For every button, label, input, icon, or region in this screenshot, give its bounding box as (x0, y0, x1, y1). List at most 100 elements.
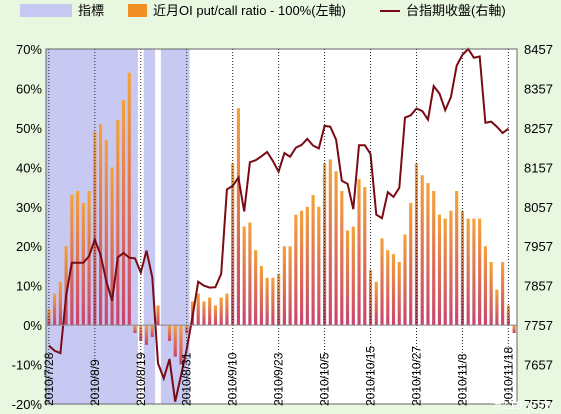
right-tick-label: 8457 (524, 42, 553, 57)
left-tick-label: 60% (16, 81, 42, 96)
oi-bar (81, 202, 85, 326)
oi-bar (294, 214, 298, 326)
oi-bar (87, 191, 91, 326)
oi-bar (455, 191, 459, 326)
oi-bar (156, 305, 160, 326)
legend-swatch-oi (128, 4, 147, 17)
oi-bar (489, 262, 493, 326)
x-tick-label: 2010/10/15 (364, 346, 378, 406)
oi-bar (70, 194, 74, 326)
oi-bar (213, 305, 218, 326)
oi-bar (311, 194, 315, 326)
oi-bar (288, 246, 292, 326)
right-tick-label: 8357 (524, 81, 553, 96)
x-tick-label: 2010/10/27 (409, 346, 423, 406)
oi-bar (351, 226, 355, 326)
oi-bar (185, 325, 189, 333)
right-tick-label: 8157 (524, 160, 553, 175)
x-tick-label: 2010/9/23 (272, 352, 286, 406)
left-tick-label: 50% (16, 121, 42, 136)
oi-bar (196, 293, 200, 326)
right-tick-label: 8257 (524, 121, 553, 136)
oi-bar (380, 238, 384, 326)
right-tick-label: 7957 (524, 239, 553, 254)
x-tick-label: 2010/8/31 (180, 352, 194, 406)
left-tick-label: 70% (16, 42, 42, 57)
left-tick-label: 40% (16, 160, 42, 175)
oi-bar (391, 254, 396, 326)
oi-bar (53, 293, 57, 326)
oi-bar (449, 210, 453, 326)
x-tick-label: 2010/11/18 (501, 347, 515, 406)
legend-swatch-indicator (20, 4, 72, 17)
oi-bars (47, 72, 516, 365)
oi-bar (121, 100, 126, 326)
oi-bar (208, 297, 212, 326)
oi-bar (179, 325, 183, 365)
left-tick-label: 20% (16, 239, 42, 254)
legend-label: 近月OI put/call ratio - 100%(左軸) (153, 3, 346, 18)
left-axis-labels: 70% 60% 50% 40% 30% 20% 10% 0% -10% -20% (12, 42, 43, 412)
x-tick-label: 2010/10/5 (318, 352, 332, 406)
right-tick-label: 7557 (524, 397, 553, 412)
legend: 指標 近月OI put/call ratio - 100%(左軸) 台指期收盤(右軸… (20, 3, 506, 18)
legend-label: 台指期收盤(右軸) (406, 3, 506, 18)
oi-bar (409, 202, 413, 326)
oi-bar (173, 325, 177, 357)
oi-bar (104, 139, 108, 326)
x-tick-label: 2010/8/19 (134, 352, 148, 406)
oi-bar (167, 325, 172, 341)
oi-bar (403, 234, 407, 326)
oi-bar (248, 222, 252, 326)
oi-bar (259, 265, 263, 326)
oi-bar (397, 262, 401, 326)
oi-bar (432, 191, 436, 326)
oi-bar (334, 171, 338, 326)
oi-bar (110, 167, 114, 326)
oi-bar (150, 325, 154, 337)
oi-bar (328, 159, 332, 326)
right-tick-label: 8057 (524, 200, 553, 215)
right-axis-labels: 8457 8357 8257 8157 8057 7957 7857 7757 7657 7557 (524, 42, 553, 412)
oi-bar (317, 206, 321, 326)
oi-bar (495, 289, 499, 326)
oi-bar (219, 297, 223, 326)
x-axis-labels: 2010/7/28 2010/8/9 2010/8/19 2010/8/31 2010/… (42, 346, 516, 406)
oi-bar (139, 325, 143, 341)
oi-bar (472, 218, 476, 326)
watermark-id: #1183798 (494, 399, 552, 413)
oi-bar (460, 210, 465, 326)
oi-bar (345, 230, 350, 326)
oi-bar (478, 218, 482, 326)
oi-bar (374, 281, 378, 326)
oi-bar (426, 183, 430, 326)
oi-bar (116, 120, 120, 326)
oi-bar (236, 108, 241, 326)
right-tick-label: 7757 (524, 318, 553, 333)
oi-bar (437, 214, 442, 326)
oi-bar (254, 250, 258, 326)
oi-bar (76, 191, 80, 326)
oi-bar (363, 187, 367, 326)
oi-bar (93, 131, 97, 326)
oi-bar (357, 179, 361, 326)
left-tick-label: 0% (23, 318, 42, 333)
x-tick-label: 2010/9/10 (226, 352, 240, 406)
oi-bar (443, 218, 447, 326)
oi-bar (225, 293, 229, 326)
oi-bar (340, 191, 344, 326)
index-series-line (48, 47, 509, 402)
oi-bar (420, 175, 424, 326)
oi-bar (512, 325, 516, 333)
oi-bar (466, 218, 470, 326)
oi-bar (282, 246, 286, 326)
oi-bar (300, 210, 304, 326)
oi-bar (265, 277, 269, 326)
oi-bar (144, 325, 149, 345)
oi-bar (58, 281, 62, 326)
oi-bar (47, 309, 51, 326)
oi-bar (305, 206, 309, 326)
x-tick-label: 2010/11/8 (455, 353, 469, 406)
